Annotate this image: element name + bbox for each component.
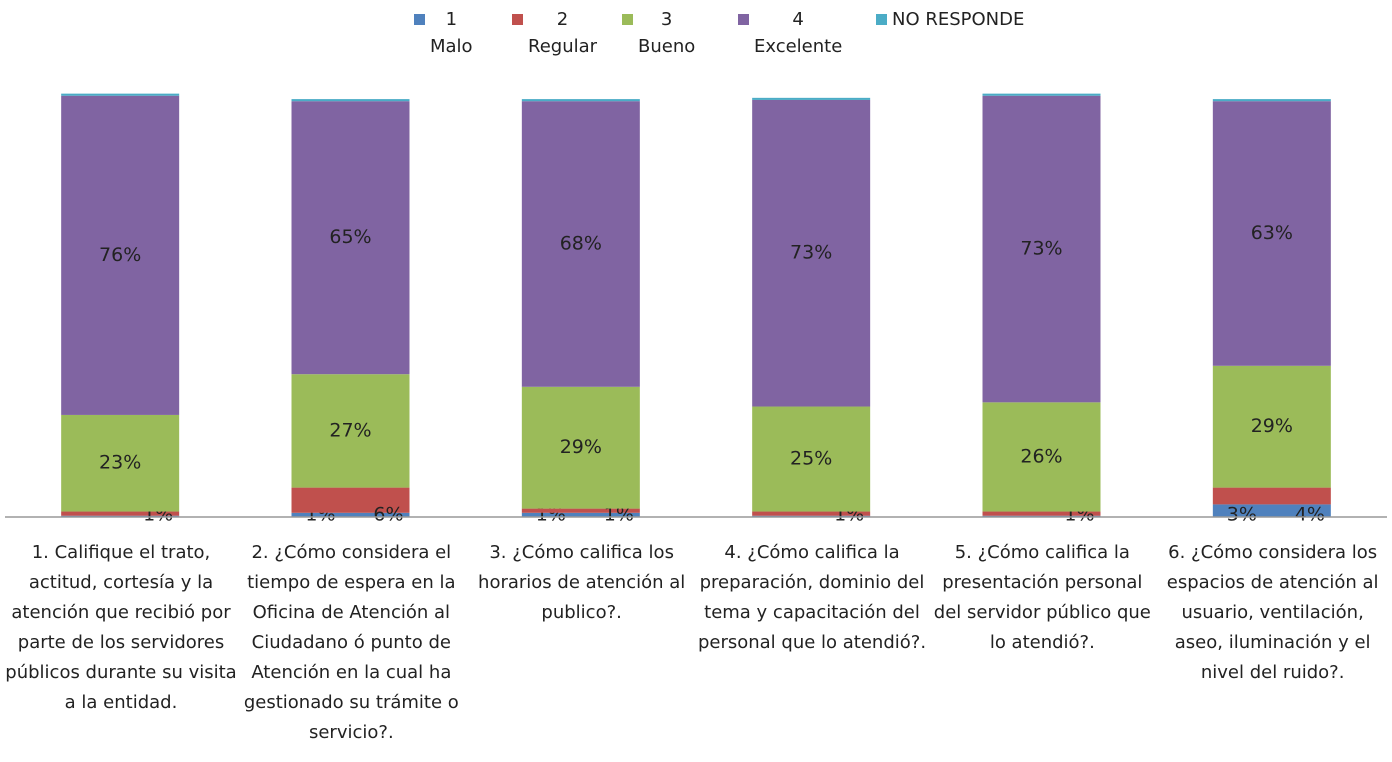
data-label: 25% <box>790 448 832 470</box>
legend-swatch <box>738 14 749 25</box>
bar-segment <box>982 511 1101 516</box>
bar-segment <box>752 97 871 100</box>
data-label: 29% <box>1251 415 1293 437</box>
legend-item: 4 Excelente <box>738 6 842 60</box>
bar-segment <box>752 99 871 407</box>
bar-segment <box>61 93 180 96</box>
bar-segment <box>982 93 1101 96</box>
bar-segment <box>1212 365 1331 488</box>
data-label: 73% <box>790 242 832 264</box>
bar-segment <box>1212 504 1331 517</box>
legend-swatch <box>622 14 633 25</box>
data-label: 29% <box>560 436 602 458</box>
bar-segment <box>521 386 640 509</box>
bar-segment <box>752 406 871 512</box>
x-tick-label: 2. ¿Cómo considera el tiempo de espera e… <box>243 542 459 743</box>
x-tick-label: 6. ¿Cómo considera los espacios de atenc… <box>1166 542 1379 683</box>
x-tick-label: 1. Califique el trato, actitud, cortesía… <box>5 542 237 713</box>
data-label: 76% <box>99 244 141 266</box>
bar-segment <box>752 511 871 516</box>
legend-label: 1 Malo <box>430 9 473 57</box>
bar-segment <box>291 512 410 517</box>
legend-swatch <box>414 14 425 25</box>
bar-segment <box>291 374 410 488</box>
data-label: 65% <box>329 226 371 248</box>
legend-item: 2 Regular <box>512 6 597 60</box>
legend-item: NO RESPONDE <box>876 6 1024 33</box>
bar-segment <box>521 99 640 102</box>
legend-label: 4 Excelente <box>754 9 843 57</box>
bar-segment <box>291 487 410 513</box>
bar-segment <box>291 101 410 375</box>
data-label: 4% <box>1295 504 1325 526</box>
data-label: 63% <box>1251 222 1293 244</box>
bar-segment <box>1212 101 1331 366</box>
bar-segment <box>291 99 410 102</box>
data-label: 26% <box>1020 445 1062 467</box>
bar-segment <box>521 508 640 513</box>
data-label: 1% <box>604 504 634 526</box>
bar-segment <box>521 512 640 517</box>
legend-swatch <box>876 14 887 25</box>
x-tick-label: 5. ¿Cómo califica la presentación person… <box>933 542 1151 653</box>
x-tick-label: 4. ¿Cómo califica la preparación, domini… <box>697 542 927 653</box>
bar-segment <box>61 95 180 415</box>
legend-item: 1 Malo <box>414 6 473 60</box>
data-label: 73% <box>1020 238 1062 260</box>
bar-segment <box>982 402 1101 512</box>
data-label: 23% <box>99 452 141 474</box>
legend-label: 2 Regular <box>528 9 598 57</box>
x-tick-label: 3. ¿Cómo califica los horarios de atenci… <box>478 542 686 623</box>
data-label: 3% <box>1227 504 1257 526</box>
bar-segment <box>521 101 640 387</box>
legend-label: NO RESPONDE <box>892 9 1025 30</box>
bar-segment <box>982 95 1101 403</box>
data-label: 6% <box>373 504 403 526</box>
bar-segment <box>1212 99 1331 102</box>
legend-item: 3 Bueno <box>622 6 695 60</box>
data-label: 68% <box>560 233 602 255</box>
bar-segment <box>1212 487 1331 505</box>
legend-swatch <box>512 14 523 25</box>
legend-label: 3 Bueno <box>638 9 696 57</box>
data-label: 27% <box>329 419 371 441</box>
bar-segment <box>61 414 180 512</box>
bar-segment <box>61 511 180 516</box>
